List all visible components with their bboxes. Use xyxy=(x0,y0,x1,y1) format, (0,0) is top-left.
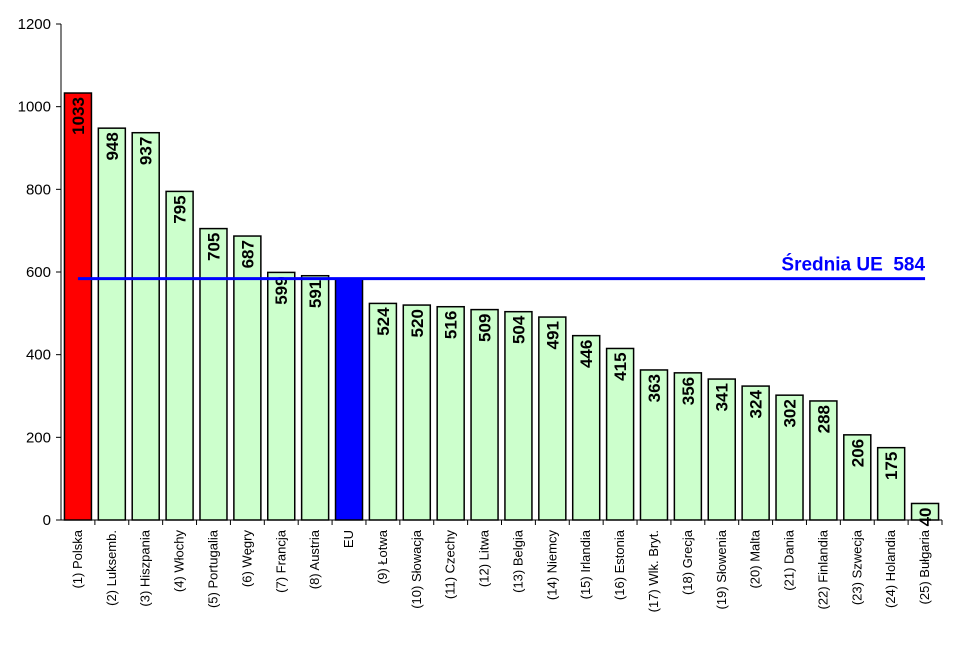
bar-value-label: 591 xyxy=(306,280,325,308)
bar xyxy=(639,369,669,521)
x-category-label: EU xyxy=(341,530,356,548)
y-tick-label: 1000 xyxy=(18,99,51,116)
bar xyxy=(97,127,127,521)
bar-value-label: 356 xyxy=(679,377,698,405)
x-category-label: (12) Litwa xyxy=(477,529,492,587)
x-category-label: (5) Portugalia xyxy=(205,529,220,608)
x-category-label: (10) Słowacja xyxy=(409,529,424,609)
x-category-label: (16) Estonia xyxy=(612,529,627,600)
bar xyxy=(199,227,228,521)
bar xyxy=(165,190,194,521)
y-tick-label: 400 xyxy=(26,347,51,364)
x-category-label: (4) Włochy xyxy=(172,530,187,593)
bar xyxy=(876,446,906,521)
bar xyxy=(233,235,262,521)
x-category-label: (18) Grecja xyxy=(680,529,695,595)
bar-value-label: 363 xyxy=(645,374,664,402)
bar xyxy=(131,131,160,521)
x-category-label: (8) Austria xyxy=(307,529,322,589)
x-category-label: (1) Polska xyxy=(70,529,85,588)
x-category-label: (24) Holandia xyxy=(883,529,898,608)
bar-value-label: 341 xyxy=(713,383,732,411)
x-category-label: (2) Luksemb. xyxy=(104,530,119,606)
bar xyxy=(63,92,93,521)
x-axis: (1) Polska (2) Luksemb. (3) Hiszpania (4) W… xyxy=(61,519,943,612)
bar-value-label: 324 xyxy=(747,390,766,419)
bar xyxy=(809,400,838,521)
bar xyxy=(267,271,296,521)
bar xyxy=(571,334,601,521)
bar-value-label: 415 xyxy=(611,352,630,380)
y-axis: 0 200 400 600 800 1000 1200 xyxy=(18,16,62,529)
bar xyxy=(538,316,567,521)
y-tick-label: 800 xyxy=(26,181,51,198)
bar-value-label: 599 xyxy=(272,276,291,304)
bar-value-label: 175 xyxy=(882,452,901,480)
bar-value-label: 687 xyxy=(238,240,257,268)
bar xyxy=(436,305,465,521)
x-category-label: (9) Łotwa xyxy=(375,529,390,584)
bar-value-label: 288 xyxy=(814,405,833,433)
x-category-label: (19) Słowenia xyxy=(714,529,729,609)
x-category-label: (14) Niemcy xyxy=(544,530,559,601)
bar xyxy=(334,277,364,521)
x-category-label: (7) Francja xyxy=(273,529,288,593)
x-category-label: (25) Bułgaria xyxy=(917,529,932,604)
bar-value-label: 795 xyxy=(171,195,190,223)
bar xyxy=(775,394,804,521)
bars: 1033 948 937 795 705 687 599 591 524 520 516 509 504… xyxy=(63,92,940,526)
y-tick-label: 0 xyxy=(43,512,51,529)
average-line-label: Średnia UE 584 xyxy=(781,254,925,276)
average-line-group: Średnia UE 584 xyxy=(77,254,925,281)
bar-value-label: 491 xyxy=(543,321,562,349)
x-category-label: (13) Belgia xyxy=(510,529,525,593)
y-tick-label: 600 xyxy=(26,264,51,281)
x-category-label: (23) Szwecja xyxy=(849,529,864,605)
bar-value-label: 446 xyxy=(577,340,596,368)
x-category-label: (21) Dania xyxy=(782,529,797,590)
x-category-label: (6) Węgry xyxy=(239,530,254,588)
bar-value-label: 948 xyxy=(103,132,122,160)
bar-value-label: 302 xyxy=(781,399,800,427)
bar-value-label: 206 xyxy=(848,439,867,467)
x-category-label: (15) Irlandia xyxy=(578,529,593,599)
bar-value-label: 516 xyxy=(442,311,461,339)
bar xyxy=(673,372,703,521)
bar-value-label: 1033 xyxy=(69,97,88,135)
bar-value-label: 504 xyxy=(509,315,528,344)
bar-value-label: 937 xyxy=(137,137,156,165)
bar-value-label: 524 xyxy=(374,307,393,336)
x-category-label: (3) Hiszpania xyxy=(138,529,153,606)
bar xyxy=(300,274,330,521)
x-category-label: (17) Wlk. Bryt. xyxy=(646,530,661,612)
x-category-label: (22) Finlandia xyxy=(815,529,830,609)
y-tick-label: 1200 xyxy=(18,16,51,33)
bar-value-label: 509 xyxy=(476,314,495,342)
bar-value-label: 705 xyxy=(204,233,223,261)
bar xyxy=(504,310,533,521)
x-category-label: (11) Czechy xyxy=(443,530,458,600)
bar xyxy=(402,304,432,521)
bar-value-label: 40 xyxy=(916,507,935,526)
y-tick-label: 200 xyxy=(26,429,51,446)
bar-value-label: 520 xyxy=(408,309,427,337)
x-category-label: (20) Malta xyxy=(748,529,763,588)
